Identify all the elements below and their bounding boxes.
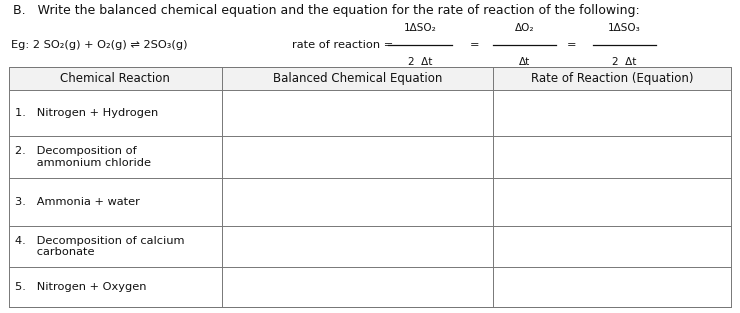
Text: Balanced Chemical Equation: Balanced Chemical Equation (272, 72, 442, 85)
Text: 2.   Decomposition of
      ammonium chloride: 2. Decomposition of ammonium chloride (15, 146, 151, 168)
Text: B.   Write the balanced chemical equation and the equation for the rate of react: B. Write the balanced chemical equation … (13, 3, 639, 17)
Text: 4.   Decomposition of calcium
      carbonate: 4. Decomposition of calcium carbonate (15, 236, 184, 257)
Text: 1ΔSO₂: 1ΔSO₂ (404, 23, 437, 33)
Text: =: = (470, 40, 479, 50)
Text: 1.   Nitrogen + Hydrogen: 1. Nitrogen + Hydrogen (15, 108, 158, 118)
Text: Eg: 2 SO₂(g) + O₂(g) ⇌ 2SO₃(g): Eg: 2 SO₂(g) + O₂(g) ⇌ 2SO₃(g) (11, 40, 188, 50)
Text: 2  Δt: 2 Δt (408, 57, 432, 67)
Text: rate of reaction =: rate of reaction = (292, 40, 394, 50)
Text: =: = (567, 40, 576, 50)
Text: 2  Δt: 2 Δt (613, 57, 636, 67)
Text: Δt: Δt (519, 57, 531, 67)
Text: 5.   Nitrogen + Oxygen: 5. Nitrogen + Oxygen (15, 282, 147, 292)
Text: Rate of Reaction (Equation): Rate of Reaction (Equation) (531, 72, 693, 85)
Text: 3.   Ammonia + water: 3. Ammonia + water (15, 197, 140, 207)
Text: 1ΔSO₃: 1ΔSO₃ (608, 23, 641, 33)
Text: ΔO₂: ΔO₂ (515, 23, 534, 33)
Text: Chemical Reaction: Chemical Reaction (61, 72, 170, 85)
Bar (9, 67, 731, 90)
